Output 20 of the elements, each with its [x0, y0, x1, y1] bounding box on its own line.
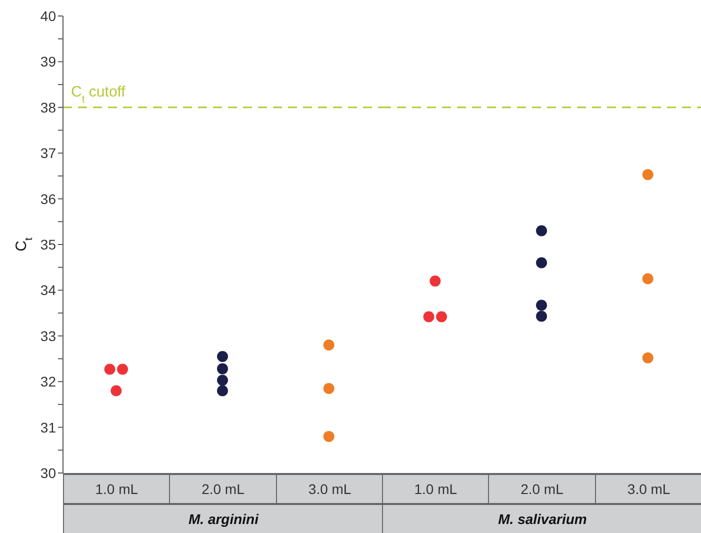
y-tick-label: 35 — [40, 236, 56, 252]
y-tick-label: 38 — [40, 99, 56, 116]
x-axis-title: M. salivarium — [497, 510, 588, 529]
y-tick-label: 37 — [40, 145, 56, 162]
x-tick-label: 1.0 mL — [64, 473, 170, 505]
x-tick-label: 2.0 mL — [489, 473, 596, 505]
x-tick-label: 3.0 mL — [276, 473, 383, 505]
x-tick-label: 1.0 mL — [383, 473, 490, 505]
x-tick-label: 2.0 mL — [170, 473, 277, 505]
x-tick-label: 3.0 mL — [596, 473, 701, 505]
y-tick-label: 39 — [40, 54, 56, 70]
y-tick-label: 36 — [40, 190, 56, 207]
y-tick-label: 40 — [40, 8, 56, 24]
y-tick-label: 31 — [40, 419, 56, 436]
y-tick-label: 30 — [40, 464, 56, 481]
y-tick-label: 32 — [40, 374, 56, 390]
ref-line-label: C$_{t}$ cutoff — [71, 83, 126, 106]
y-tick-label: 33 — [40, 328, 56, 344]
y-tick-label: 34 — [40, 282, 56, 298]
x-axis-title: M. arginini — [188, 510, 260, 529]
